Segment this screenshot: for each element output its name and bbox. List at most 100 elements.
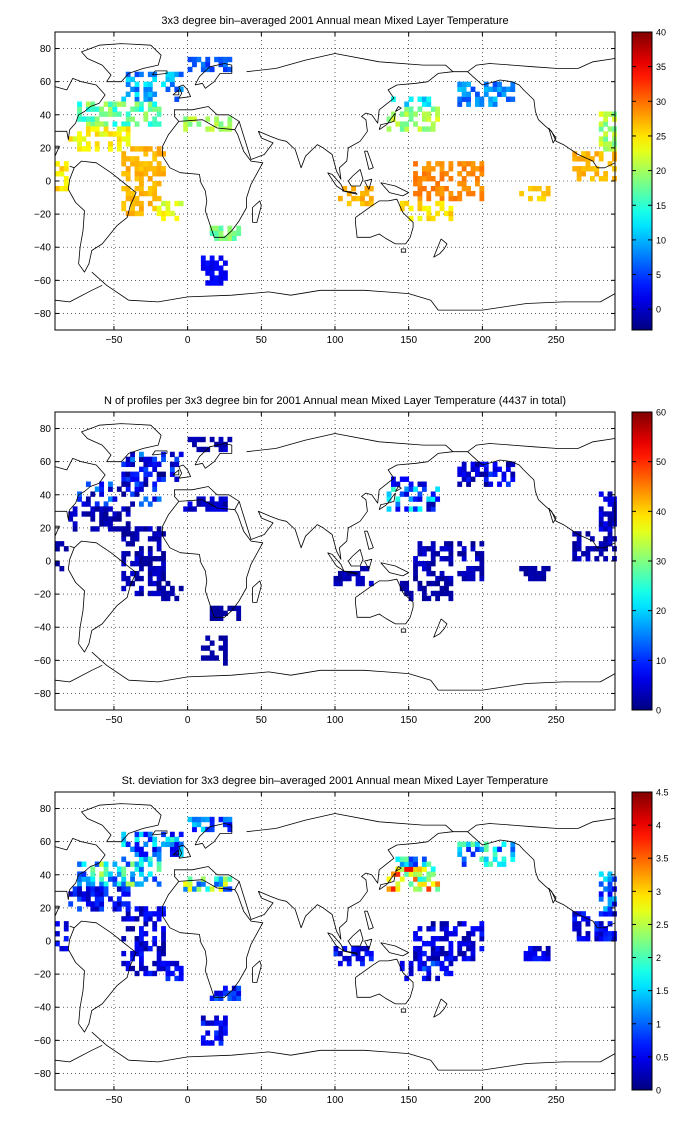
data-cell — [156, 861, 162, 867]
coastline — [395, 106, 402, 112]
data-cell — [457, 481, 463, 487]
coastline — [342, 190, 358, 195]
data-cell — [152, 565, 158, 572]
x-tick-label: 250 — [548, 1095, 565, 1106]
data-cell — [134, 570, 140, 577]
data-cell — [161, 950, 166, 957]
data-cell — [483, 86, 489, 92]
data-cell — [598, 126, 604, 132]
data-cell — [589, 176, 595, 182]
data-cell — [139, 161, 144, 167]
data-cell — [192, 826, 197, 833]
data-cell — [576, 531, 582, 537]
data-cell — [214, 280, 219, 286]
data-cell — [205, 816, 211, 823]
coastline — [395, 866, 402, 872]
data-cell — [147, 836, 153, 843]
data-cell — [143, 91, 149, 97]
colorbar-tick-label: 20 — [656, 606, 666, 616]
coastline — [162, 866, 240, 917]
data-cell — [183, 126, 189, 132]
data-cell — [439, 936, 445, 942]
data-cell — [116, 101, 122, 107]
data-cell — [355, 945, 361, 952]
data-cell — [130, 881, 135, 887]
data-cell — [545, 950, 551, 957]
data-cell — [404, 871, 410, 877]
data-cell — [461, 856, 467, 862]
data-cell — [523, 570, 529, 577]
data-cell — [209, 1040, 215, 1046]
data-cell — [413, 561, 418, 567]
data-cell — [444, 546, 449, 552]
data-cell — [435, 590, 441, 597]
data-cell — [152, 185, 158, 192]
data-cell — [161, 936, 166, 942]
data-cell — [585, 166, 591, 172]
data-cell — [121, 536, 127, 542]
data-cell — [90, 891, 96, 897]
data-cell — [103, 121, 109, 127]
y-tick-label: −40 — [34, 623, 51, 634]
data-cell — [448, 210, 454, 217]
data-cell — [209, 225, 215, 232]
data-cell — [236, 225, 242, 232]
data-cell — [612, 506, 617, 512]
coastline — [327, 172, 345, 192]
data-cell — [391, 886, 396, 892]
data-cell — [139, 881, 144, 887]
data-cell — [572, 531, 578, 537]
data-cell — [576, 921, 582, 927]
data-cell — [200, 1040, 206, 1046]
data-cell — [479, 570, 485, 577]
data-cell — [130, 846, 135, 852]
data-cell — [466, 471, 471, 477]
data-cell — [479, 556, 485, 562]
data-cell — [214, 995, 219, 1001]
data-cell — [103, 891, 109, 897]
data-cell — [139, 190, 144, 197]
coastline — [400, 628, 407, 633]
colorbar-tick-label: 4 — [656, 821, 661, 831]
data-cell — [541, 950, 547, 957]
data-cell — [147, 570, 153, 577]
data-cell — [174, 960, 180, 967]
data-cell — [541, 570, 547, 577]
coastline — [194, 823, 233, 849]
data-cell — [94, 896, 100, 902]
data-cell — [59, 565, 65, 572]
data-cell — [457, 96, 463, 102]
data-cell — [223, 821, 228, 828]
coastline — [91, 651, 616, 691]
data-cell — [55, 546, 60, 552]
data-cell — [426, 101, 432, 107]
data-cell — [492, 856, 498, 862]
y-tick-label: −60 — [34, 1036, 51, 1047]
data-cell — [421, 126, 427, 132]
data-cell — [214, 501, 219, 507]
data-cell — [165, 595, 171, 602]
data-cell — [612, 501, 617, 507]
data-cell — [156, 541, 162, 547]
data-cell — [94, 131, 100, 137]
x-tick-label: −50 — [105, 715, 122, 726]
data-cell — [94, 126, 100, 132]
data-cell — [426, 161, 432, 167]
data-cell — [360, 955, 365, 962]
data-cell — [192, 506, 197, 512]
data-cell — [430, 960, 436, 967]
data-cell — [139, 181, 144, 187]
data-cell — [435, 116, 441, 122]
data-cell — [594, 166, 600, 172]
data-cell — [603, 131, 609, 137]
data-cell — [408, 856, 414, 862]
data-cell — [209, 605, 215, 612]
data-cell — [130, 190, 135, 197]
data-cell — [130, 471, 135, 477]
data-cell — [572, 551, 578, 557]
data-cell — [607, 931, 613, 937]
data-cell — [209, 260, 215, 266]
data-cell — [196, 121, 202, 127]
data-cell — [99, 876, 105, 882]
data-cell — [112, 881, 118, 887]
